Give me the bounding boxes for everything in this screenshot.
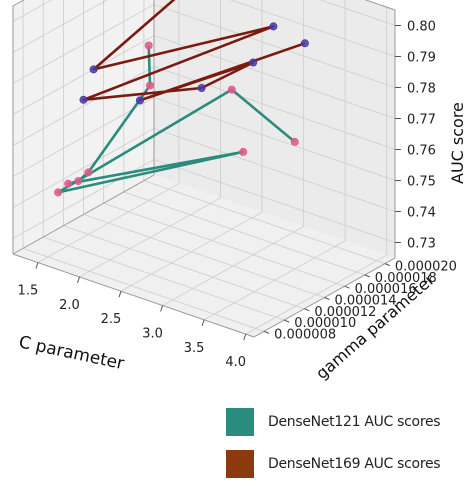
grid-line (12, 0, 108, 53)
data-point (84, 168, 93, 177)
y-tick (324, 297, 330, 300)
z-tick-label: 0.76 (407, 144, 436, 159)
z-tick-label: 0.77 (407, 113, 436, 128)
grid-line (153, 128, 396, 212)
grid-line (143, 180, 386, 265)
x-tick (77, 276, 80, 284)
data-point (144, 41, 153, 50)
data-point (89, 65, 98, 74)
x-tick-label: 3.0 (142, 327, 163, 342)
y-tick (364, 274, 370, 278)
x-tick-label: 1.5 (18, 284, 39, 299)
z-tick-label: 0.75 (407, 175, 436, 190)
grid-line (12, 0, 53, 22)
legend-label-densenet121: DenseNet121 AUC scores (268, 414, 441, 430)
grid-line (103, 202, 345, 287)
grid-line (12, 128, 155, 208)
z-tick-label: 0.80 (407, 20, 436, 35)
data-point (239, 147, 248, 156)
grid-line (123, 191, 365, 276)
x-axis-line (12, 253, 255, 338)
x-axis-label: C parameter (17, 332, 126, 374)
series-densenet169 (79, 0, 309, 105)
x-tick-labels: 1.5 2.0 2.5 3.0 3.5 4.0 (18, 262, 247, 370)
series-layer (54, 0, 309, 197)
x-tick (118, 291, 122, 298)
data-point (249, 58, 258, 67)
y-tick-label: 0.000016 (355, 282, 417, 297)
chart-area: 1.52.02.53.03.54.0 0.0000080.0000100.000… (12, 0, 467, 383)
y-tick (304, 308, 310, 312)
x-tick-label: 2.0 (59, 298, 80, 313)
grid-line (22, 247, 265, 332)
y-tick (384, 263, 391, 267)
axis-edges (12, 0, 396, 338)
series-densenet121 (54, 41, 299, 197)
grid-line (153, 35, 396, 119)
grid-line (319, 0, 396, 26)
grid-line (83, 214, 325, 298)
z-tick-labels: 0.73 0.74 0.75 0.76 0.77 0.78 0.79 0.80 (395, 20, 436, 252)
x-tick-label: 4.0 (225, 355, 246, 370)
grid-line (63, 225, 305, 310)
y-tick-labels: 0.0000080.0000100.0000120.0000140.000016… (263, 260, 457, 342)
box-edge (12, 174, 155, 255)
z-tick-label: 0.79 (407, 51, 436, 66)
data-point (290, 137, 299, 146)
y-tick (263, 330, 270, 334)
data-point (227, 85, 236, 94)
y-tick-label: 0.000010 (294, 316, 356, 331)
data-point (54, 188, 63, 197)
x-tick (160, 305, 164, 312)
grid-line (12, 97, 155, 177)
z-tick-label: 0.73 (407, 237, 436, 252)
grid-line (153, 4, 396, 88)
data-point (74, 177, 83, 186)
back-pane (154, 0, 395, 258)
y-tick-label: 0.000012 (314, 305, 376, 320)
legend-item-densenet121: DenseNet121 AUC scores (226, 404, 441, 440)
grid-line (229, 0, 396, 57)
grid-line (43, 236, 285, 321)
x-tick-label: 2.5 (101, 312, 122, 327)
y-tick-label: 0.000008 (274, 327, 336, 342)
grid-line (12, 4, 155, 84)
grid-lines (12, 0, 396, 335)
legend-label-densenet169: DenseNet169 AUC scores (268, 456, 441, 472)
y-tick (284, 319, 290, 323)
z-tick-label: 0.78 (407, 82, 436, 97)
x-tick (35, 262, 39, 269)
data-point (64, 179, 73, 188)
grid-line (12, 35, 155, 115)
legend: DenseNet121 AUC scores DenseNet169 AUC s… (226, 404, 441, 488)
grid-line (153, 159, 396, 243)
data-point (145, 81, 154, 90)
data-point (197, 84, 206, 93)
z-tick-label: 0.74 (407, 206, 436, 221)
data-point (300, 39, 309, 48)
y-tick-label: 0.000014 (335, 294, 397, 309)
x-tick (243, 333, 247, 341)
y-tick-label: 0.000018 (375, 271, 437, 286)
legend-swatch-densenet169 (226, 450, 254, 478)
data-point (269, 22, 278, 31)
grid-line (12, 66, 155, 146)
y-tick-label: 0.000020 (395, 260, 457, 275)
legend-item-densenet169: DenseNet169 AUC scores (226, 446, 441, 482)
x-tick-label: 3.5 (184, 341, 205, 356)
x-tick (201, 319, 205, 326)
data-point (135, 96, 144, 105)
y-tick (344, 285, 350, 289)
legend-swatch-densenet121 (226, 408, 254, 436)
data-point (79, 95, 88, 104)
z-axis-label: AUC score (448, 102, 467, 184)
axis-panes (13, 0, 395, 337)
